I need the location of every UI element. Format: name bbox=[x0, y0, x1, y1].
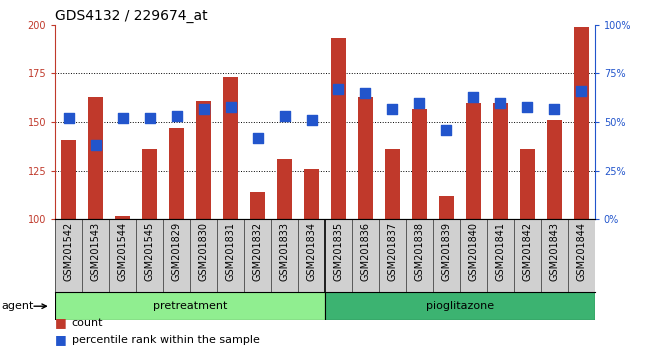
Bar bbox=[88, 97, 103, 219]
Text: ■: ■ bbox=[55, 333, 67, 346]
Text: GDS4132 / 229674_at: GDS4132 / 229674_at bbox=[55, 9, 208, 23]
Text: percentile rank within the sample: percentile rank within the sample bbox=[72, 335, 259, 345]
Point bbox=[360, 90, 370, 96]
Text: GSM201543: GSM201543 bbox=[91, 222, 101, 281]
Point bbox=[468, 94, 478, 99]
Bar bbox=[331, 38, 346, 219]
Text: GSM201843: GSM201843 bbox=[549, 222, 559, 281]
Bar bbox=[385, 149, 400, 219]
Text: GSM201835: GSM201835 bbox=[333, 222, 343, 281]
Bar bbox=[277, 159, 292, 219]
Text: GSM201841: GSM201841 bbox=[495, 222, 505, 281]
Bar bbox=[439, 196, 454, 219]
Bar bbox=[358, 97, 373, 219]
Text: GSM201838: GSM201838 bbox=[415, 222, 424, 281]
Text: GSM201839: GSM201839 bbox=[441, 222, 451, 281]
Point bbox=[252, 135, 263, 141]
Point bbox=[198, 105, 209, 111]
Text: GSM201542: GSM201542 bbox=[64, 222, 73, 281]
Text: GSM201840: GSM201840 bbox=[469, 222, 478, 281]
Point bbox=[522, 104, 532, 109]
Text: ■: ■ bbox=[55, 316, 67, 329]
Bar bbox=[115, 216, 130, 219]
Text: GSM201832: GSM201832 bbox=[253, 222, 263, 281]
Point bbox=[333, 86, 344, 92]
Text: GSM201842: GSM201842 bbox=[523, 222, 532, 281]
Text: GSM201836: GSM201836 bbox=[361, 222, 370, 281]
Point bbox=[172, 113, 182, 119]
FancyBboxPatch shape bbox=[55, 292, 325, 320]
Text: GSM201831: GSM201831 bbox=[226, 222, 235, 281]
Text: GSM201829: GSM201829 bbox=[172, 222, 181, 281]
Point bbox=[118, 115, 128, 121]
Bar bbox=[466, 103, 481, 219]
Bar bbox=[142, 149, 157, 219]
Text: pretreatment: pretreatment bbox=[153, 301, 228, 311]
Point bbox=[306, 117, 317, 123]
Text: count: count bbox=[72, 318, 103, 328]
Point bbox=[414, 100, 424, 105]
Point bbox=[549, 105, 560, 111]
Bar bbox=[493, 103, 508, 219]
Point bbox=[144, 115, 155, 121]
Bar bbox=[574, 27, 589, 219]
Text: GSM201830: GSM201830 bbox=[199, 222, 209, 281]
Point bbox=[495, 100, 506, 105]
Bar bbox=[304, 169, 319, 219]
Point bbox=[441, 127, 452, 133]
Bar bbox=[223, 77, 238, 219]
Point bbox=[576, 88, 586, 94]
Bar bbox=[250, 192, 265, 219]
Bar bbox=[61, 139, 76, 219]
FancyBboxPatch shape bbox=[325, 292, 595, 320]
Text: GSM201837: GSM201837 bbox=[387, 222, 397, 281]
Text: GSM201544: GSM201544 bbox=[118, 222, 127, 281]
Text: agent: agent bbox=[1, 301, 34, 311]
Text: GSM201833: GSM201833 bbox=[280, 222, 289, 281]
Text: pioglitazone: pioglitazone bbox=[426, 301, 494, 311]
Bar bbox=[412, 108, 427, 219]
Bar bbox=[547, 120, 562, 219]
Text: GSM201844: GSM201844 bbox=[577, 222, 586, 281]
Bar bbox=[169, 128, 184, 219]
Point bbox=[90, 143, 101, 148]
Text: GSM201834: GSM201834 bbox=[307, 222, 317, 281]
Bar bbox=[520, 149, 535, 219]
Point bbox=[64, 115, 74, 121]
Point bbox=[226, 104, 236, 109]
Text: GSM201545: GSM201545 bbox=[145, 222, 155, 281]
Point bbox=[280, 113, 290, 119]
Point bbox=[387, 105, 398, 111]
Bar bbox=[196, 101, 211, 219]
